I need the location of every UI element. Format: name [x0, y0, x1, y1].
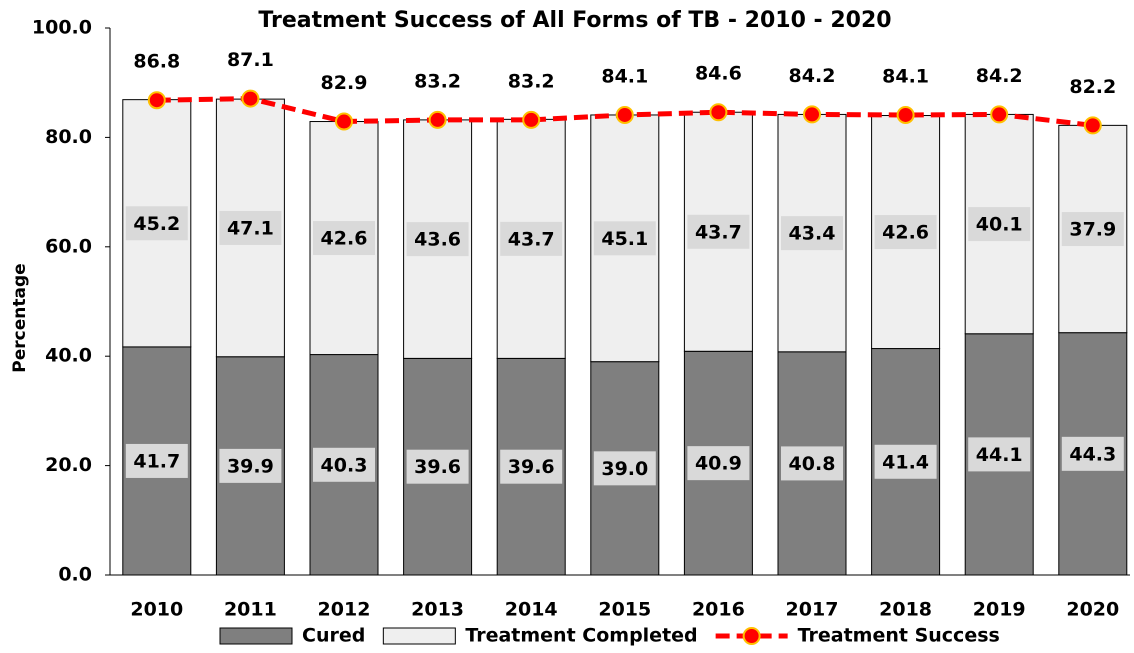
data-label-box [500, 221, 563, 256]
y-tick-label: 20.0 [45, 454, 92, 476]
data-label: 86.8 [133, 51, 180, 73]
x-tick-label: 2018 [879, 599, 932, 621]
y-tick-label: 40.0 [45, 345, 92, 367]
x-tick-label: 2013 [411, 599, 464, 621]
data-label: 37.9 [1069, 219, 1116, 241]
data-label: 82.2 [1069, 76, 1116, 98]
data-label-box [500, 449, 563, 484]
x-tick-label: 2015 [598, 599, 651, 621]
data-label-box [125, 443, 188, 478]
data-label-box [687, 446, 750, 481]
data-label: 40.1 [976, 214, 1023, 236]
data-label: 47.1 [227, 217, 274, 239]
x-tick-label: 2010 [130, 599, 183, 621]
data-label: 84.2 [976, 65, 1023, 87]
data-label-box [219, 448, 282, 483]
data-label: 45.2 [133, 213, 180, 235]
data-label: 43.7 [508, 228, 555, 250]
data-label: 44.3 [1069, 443, 1116, 465]
data-label-box [968, 437, 1031, 472]
line-marker [335, 112, 353, 131]
data-label-box [874, 215, 937, 250]
line-marker [803, 105, 821, 124]
x-tick-label: 2020 [1066, 599, 1119, 621]
data-label: 83.2 [414, 70, 461, 92]
line-marker [709, 103, 728, 122]
data-label: 41.4 [882, 451, 929, 473]
data-label: 44.1 [976, 444, 1023, 466]
x-tick-label: 2017 [786, 599, 839, 621]
chart-title: Treatment Success of All Forms of TB - 2… [258, 8, 891, 33]
legend-swatch [219, 627, 293, 645]
line-marker [241, 89, 260, 108]
data-label: 43.4 [789, 223, 836, 245]
data-label-box [593, 451, 656, 486]
data-label-box [968, 207, 1031, 242]
legend-swatch [382, 627, 456, 645]
y-tick-label: 80.0 [45, 126, 92, 148]
data-label-box [313, 221, 375, 256]
line-marker [1083, 116, 1102, 135]
legend-swatch [742, 627, 761, 645]
line-marker [896, 105, 915, 124]
data-label: 87.1 [227, 49, 274, 71]
data-label: 40.9 [695, 453, 742, 475]
legend-label: Treatment Completed [465, 625, 697, 647]
x-tick-label: 2019 [973, 599, 1026, 621]
line-marker [147, 91, 166, 110]
data-label: 39.6 [414, 456, 461, 478]
data-label: 84.1 [882, 65, 929, 87]
x-tick-label: 2014 [505, 599, 558, 621]
data-label: 41.7 [133, 450, 180, 472]
data-label-box [874, 444, 937, 479]
data-label: 42.6 [321, 228, 368, 250]
data-label-box [781, 216, 843, 251]
data-label: 42.6 [882, 222, 929, 244]
y-axis-label: Percentage [10, 263, 30, 372]
line-marker [428, 110, 447, 129]
y-tick-label: 100.0 [32, 17, 92, 39]
line-marker [990, 105, 1009, 124]
data-label-box [406, 449, 469, 484]
line-marker [522, 110, 541, 129]
data-label-box [593, 221, 656, 256]
legend-label: Treatment Success [798, 625, 1000, 647]
data-label: 43.7 [695, 221, 742, 243]
data-label: 83.2 [508, 70, 555, 92]
line-marker [615, 105, 634, 124]
x-tick-label: 2011 [224, 599, 277, 621]
data-label: 40.8 [789, 453, 836, 475]
data-label-box [1061, 212, 1124, 247]
data-label-box [219, 210, 282, 245]
y-tick-label: 0.0 [58, 564, 92, 586]
data-label: 84.2 [789, 65, 836, 87]
legend-label: Cured [302, 625, 365, 647]
data-label-box [125, 206, 188, 241]
data-label-box [1061, 436, 1124, 471]
data-label: 84.1 [601, 65, 648, 87]
x-tick-label: 2012 [318, 599, 371, 621]
y-tick-label: 60.0 [45, 235, 92, 257]
data-label: 84.6 [695, 63, 742, 85]
data-label-box [687, 214, 750, 249]
data-label: 43.6 [414, 229, 461, 251]
data-label: 82.9 [321, 72, 368, 94]
data-label: 40.3 [321, 454, 368, 476]
data-label: 39.6 [508, 456, 555, 478]
data-label: 45.1 [601, 228, 648, 250]
data-label-box [781, 446, 843, 481]
x-tick-label: 2016 [692, 599, 745, 621]
data-label: 39.0 [601, 458, 648, 480]
data-label: 39.9 [227, 455, 274, 477]
data-label-box [406, 222, 469, 257]
data-label-box [313, 447, 375, 482]
